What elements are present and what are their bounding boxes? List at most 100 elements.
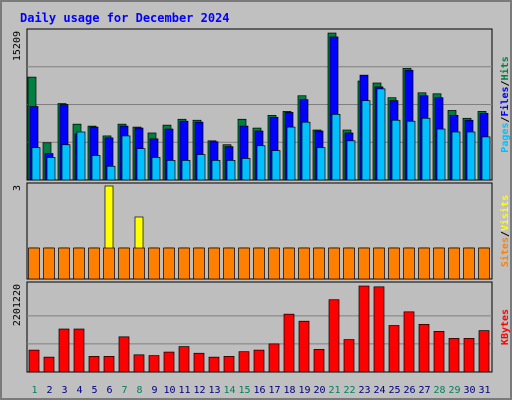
x-tick-label-day-14: 14	[223, 385, 235, 396]
bar-pages-day-30	[466, 131, 476, 181]
bar-sites-day-31	[478, 247, 490, 280]
bar-kbytes-day-11	[178, 346, 190, 373]
bar-sites-day-14	[223, 247, 235, 280]
bar-sites-day-24	[373, 247, 385, 280]
bar-pages-day-8	[136, 148, 146, 181]
bar-kbytes-day-13	[208, 356, 220, 373]
bar-kbytes-day-15	[238, 351, 250, 373]
bar-kbytes-day-2	[43, 356, 55, 373]
bar-pages-day-13	[211, 160, 221, 181]
bar-pages-day-27	[421, 117, 431, 181]
legend-entry: /	[500, 231, 511, 237]
bar-kbytes-day-16	[253, 349, 265, 373]
legend-entry: Visits	[499, 195, 511, 231]
bar-kbytes-day-27	[418, 323, 430, 373]
legend-3: KBytes	[500, 309, 511, 345]
x-tick-label-day-9: 9	[151, 385, 157, 396]
bar-pages-day-18	[286, 126, 296, 181]
legend-entry: Pages	[500, 123, 511, 153]
x-tick-label-day-6: 6	[106, 385, 112, 396]
bar-sites-day-6	[103, 247, 115, 280]
bar-kbytes-day-26	[403, 311, 415, 373]
bar-kbytes-day-12	[193, 352, 205, 373]
bar-sites-day-1	[28, 247, 40, 280]
legend-2: Sites/Visits	[499, 195, 511, 267]
bar-kbytes-day-30	[463, 338, 475, 373]
bar-sites-day-30	[463, 247, 475, 280]
x-tick-label-day-31: 31	[478, 385, 490, 396]
bar-sites-day-28	[433, 247, 445, 280]
bar-kbytes-day-7	[118, 336, 130, 373]
x-tick-label-day-15: 15	[238, 385, 250, 396]
bar-kbytes-day-23	[358, 285, 370, 373]
bar-sites-day-21	[328, 247, 340, 280]
bar-pages-day-4	[76, 131, 86, 181]
x-tick-label-day-4: 4	[76, 385, 82, 396]
bar-kbytes-day-8	[133, 354, 145, 373]
bar-pages-day-3	[61, 144, 71, 181]
bar-kbytes-day-3	[58, 328, 70, 373]
x-tick-label-day-5: 5	[91, 385, 97, 396]
x-tick-label-day-25: 25	[388, 385, 400, 396]
bar-pages-day-19	[301, 121, 311, 181]
bar-kbytes-day-4	[73, 328, 85, 373]
x-tick-label-day-10: 10	[163, 385, 175, 396]
bar-kbytes-day-18	[283, 313, 295, 373]
legend-entry: Sites	[499, 237, 511, 267]
bar-sites-day-4	[73, 247, 85, 280]
bar-pages-day-10	[166, 160, 176, 181]
x-tick-label-day-7: 7	[121, 385, 127, 396]
x-tick-label-day-18: 18	[283, 385, 295, 396]
y-tick-label-2: 3	[12, 185, 23, 191]
bar-kbytes-day-25	[388, 325, 400, 373]
legend-entry: KBytes	[500, 309, 511, 345]
bar-sites-day-27	[418, 247, 430, 280]
x-tick-label-day-1: 1	[31, 385, 37, 396]
legend-entry: Files	[499, 86, 511, 116]
bar-pages-day-26	[406, 120, 416, 181]
x-tick-label-day-13: 13	[208, 385, 220, 396]
bar-sites-day-26	[403, 247, 415, 280]
x-tick-label-day-26: 26	[403, 385, 415, 396]
bar-pages-day-17	[271, 150, 281, 181]
x-tick-label-day-27: 27	[418, 385, 430, 396]
bar-sites-day-5	[88, 247, 100, 280]
bar-pages-day-22	[346, 140, 356, 181]
bar-kbytes-day-9	[148, 355, 160, 373]
bar-sites-day-11	[178, 247, 190, 280]
x-tick-label-day-2: 2	[46, 385, 52, 396]
bar-kbytes-day-24	[373, 286, 385, 373]
bar-sites-day-20	[313, 247, 325, 280]
bar-kbytes-day-10	[163, 351, 175, 373]
bar-sites-day-23	[358, 247, 370, 280]
x-tick-label-day-20: 20	[313, 385, 325, 396]
bar-pages-day-2	[46, 157, 56, 181]
bar-sites-day-15	[238, 247, 250, 280]
bar-sites-day-29	[448, 247, 460, 280]
x-tick-label-day-29: 29	[448, 385, 460, 396]
bar-sites-day-18	[283, 247, 295, 280]
x-tick-label-day-12: 12	[193, 385, 205, 396]
bar-pages-day-15	[241, 158, 251, 181]
bar-kbytes-day-20	[313, 348, 325, 373]
bar-kbytes-day-29	[448, 338, 460, 373]
bar-pages-day-29	[451, 131, 461, 181]
bar-pages-day-24	[376, 88, 386, 181]
legend-entry: /	[500, 117, 511, 123]
x-tick-label-day-17: 17	[268, 385, 280, 396]
bar-kbytes-day-6	[103, 356, 115, 373]
bar-pages-day-5	[91, 155, 101, 181]
x-tick-label-day-19: 19	[298, 385, 310, 396]
bar-sites-day-3	[58, 247, 70, 280]
x-tick-label-day-30: 30	[463, 385, 475, 396]
x-tick-label-day-3: 3	[61, 385, 67, 396]
y-tick-label-1: 15209	[12, 31, 23, 61]
bar-pages-day-14	[226, 160, 236, 181]
chart-title: Daily usage for December 2024	[20, 11, 230, 25]
bar-pages-day-20	[316, 147, 326, 181]
bar-sites-day-16	[253, 247, 265, 280]
bar-kbytes-day-21	[328, 299, 340, 373]
bar-kbytes-day-19	[298, 320, 310, 373]
bar-pages-day-28	[436, 128, 446, 181]
